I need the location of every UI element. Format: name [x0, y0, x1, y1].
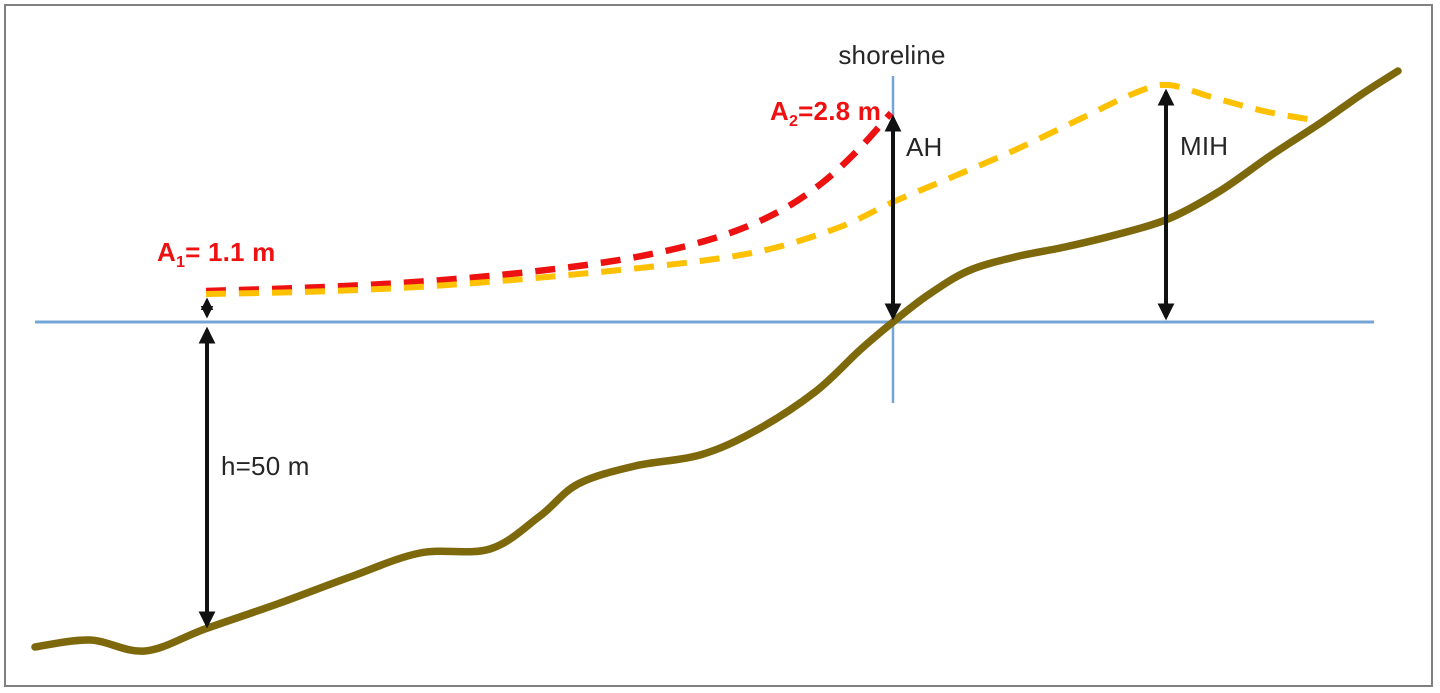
label-water-depth: h=50 m	[221, 451, 310, 481]
figure-border	[4, 4, 1433, 687]
label-a2-subscript: 2	[788, 112, 799, 131]
wave-profile-gold-inundation	[205, 81, 1327, 297]
label-amplitude-a2: A2=2.8 m	[770, 96, 882, 131]
label-a1-base: A	[157, 237, 176, 267]
label-a1-value: = 1.1 m	[185, 237, 276, 267]
label-ah: AH	[906, 132, 943, 162]
seafloor-curve	[31, 67, 1402, 655]
label-a1-subscript: 1	[175, 253, 186, 272]
label-amplitude-a1: A1= 1.1 m	[157, 237, 276, 272]
label-a2-base: A	[770, 96, 789, 126]
label-mih: MIH	[1180, 131, 1229, 161]
label-a2-value: =2.8 m	[798, 96, 882, 126]
wave-profile-red-a2	[205, 110, 894, 295]
label-shoreline: shoreline	[838, 40, 946, 70]
